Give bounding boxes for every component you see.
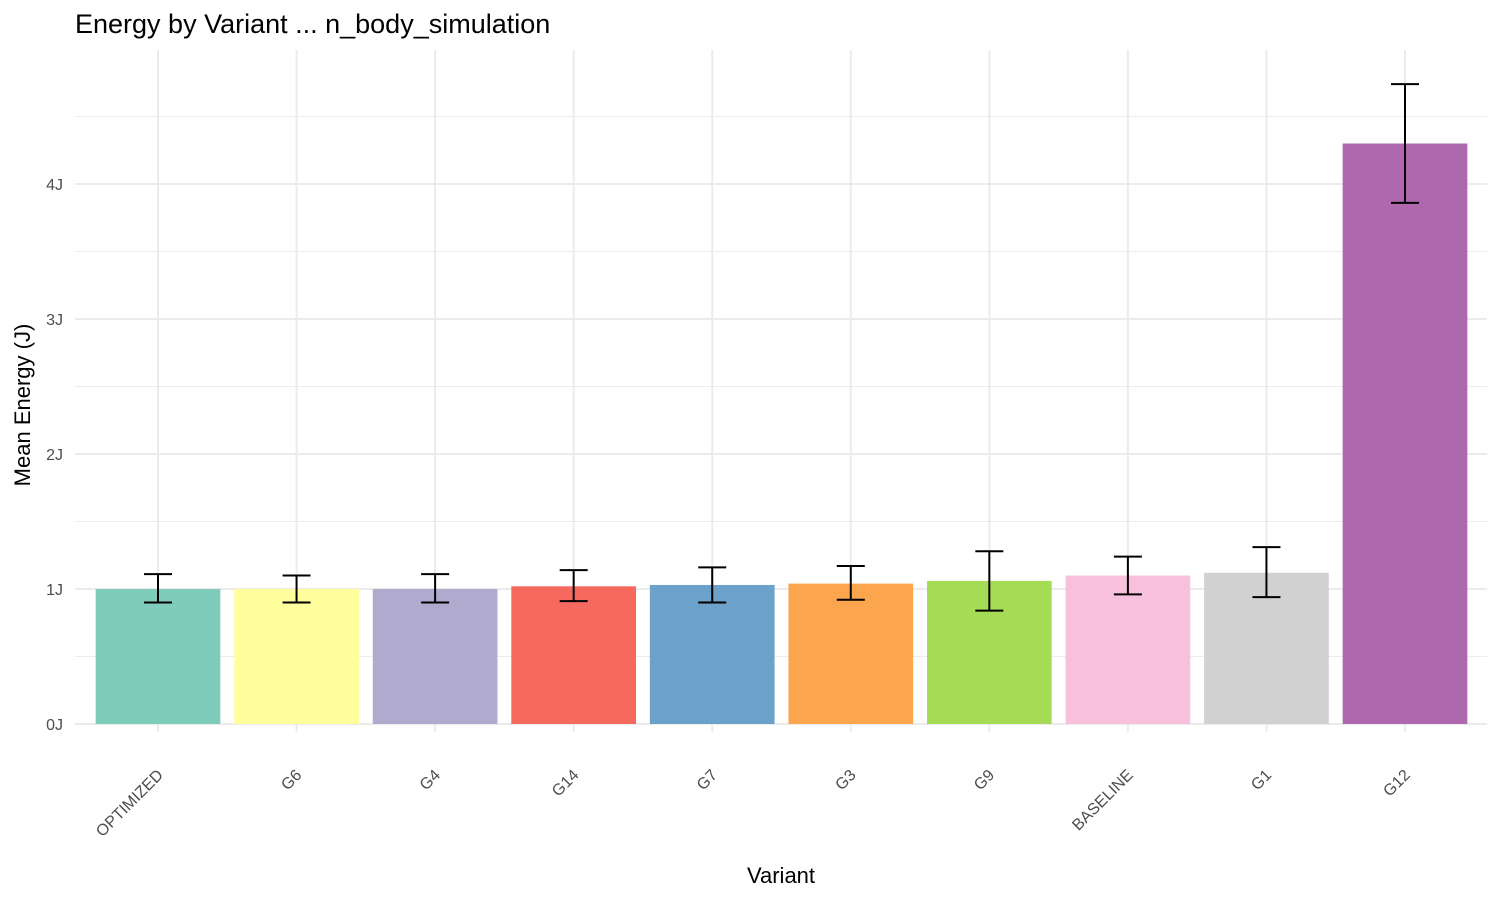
bar-g12 [1342, 143, 1468, 724]
errorbar-baseline [1113, 555, 1142, 596]
errorbar-g12 [1391, 83, 1419, 204]
bar-g4 [372, 589, 498, 724]
x-tick-label: G3 [832, 767, 859, 794]
errorbar-g14 [559, 569, 588, 603]
x-tick-label: G9 [971, 767, 998, 794]
y-tick-label: 3J [46, 312, 63, 329]
bar-g6 [234, 589, 359, 724]
x-tick-label: G7 [694, 767, 721, 794]
x-tick-label: OPTIMIZED [93, 767, 167, 841]
bar-g14 [511, 586, 637, 724]
errorbar-g1 [1252, 546, 1281, 599]
bar-g7 [649, 584, 775, 724]
x-tick-label: G4 [417, 767, 444, 794]
errorbar-g4 [421, 573, 450, 604]
y-tick-label: 2J [46, 447, 63, 464]
y-tick-label: 0J [46, 717, 63, 734]
error-bars [144, 83, 1419, 612]
bar-g3 [788, 583, 914, 724]
bar-baseline [1065, 575, 1191, 724]
x-tick-label: G1 [1248, 767, 1275, 794]
errorbar-optimized [144, 573, 172, 604]
x-tick-label: G14 [549, 767, 582, 800]
x-tick-label: G6 [278, 767, 305, 794]
chart-title: Energy by Variant ... n_body_simulation [75, 9, 550, 39]
bar-optimized [95, 589, 221, 724]
bars [95, 143, 1468, 724]
x-axis-ticks: OPTIMIZED G6 G4 G14 G7 G3 G9 BASELINE G1 G12 [93, 767, 1414, 841]
errorbar-g3 [836, 565, 865, 601]
y-axis-title: Mean Energy (J) [10, 324, 35, 487]
y-tick-label: 1J [46, 582, 63, 599]
errorbar-g9 [975, 550, 1004, 612]
x-tick-label: G12 [1380, 767, 1413, 800]
errorbar-g6 [282, 574, 311, 604]
y-tick-label: 4J [46, 177, 63, 194]
y-axis-ticks: 0J 1J 2J 3J 4J [46, 177, 63, 734]
x-axis-title: Variant [747, 863, 815, 888]
x-tick-label: BASELINE [1069, 767, 1136, 834]
errorbar-g7 [698, 566, 727, 604]
